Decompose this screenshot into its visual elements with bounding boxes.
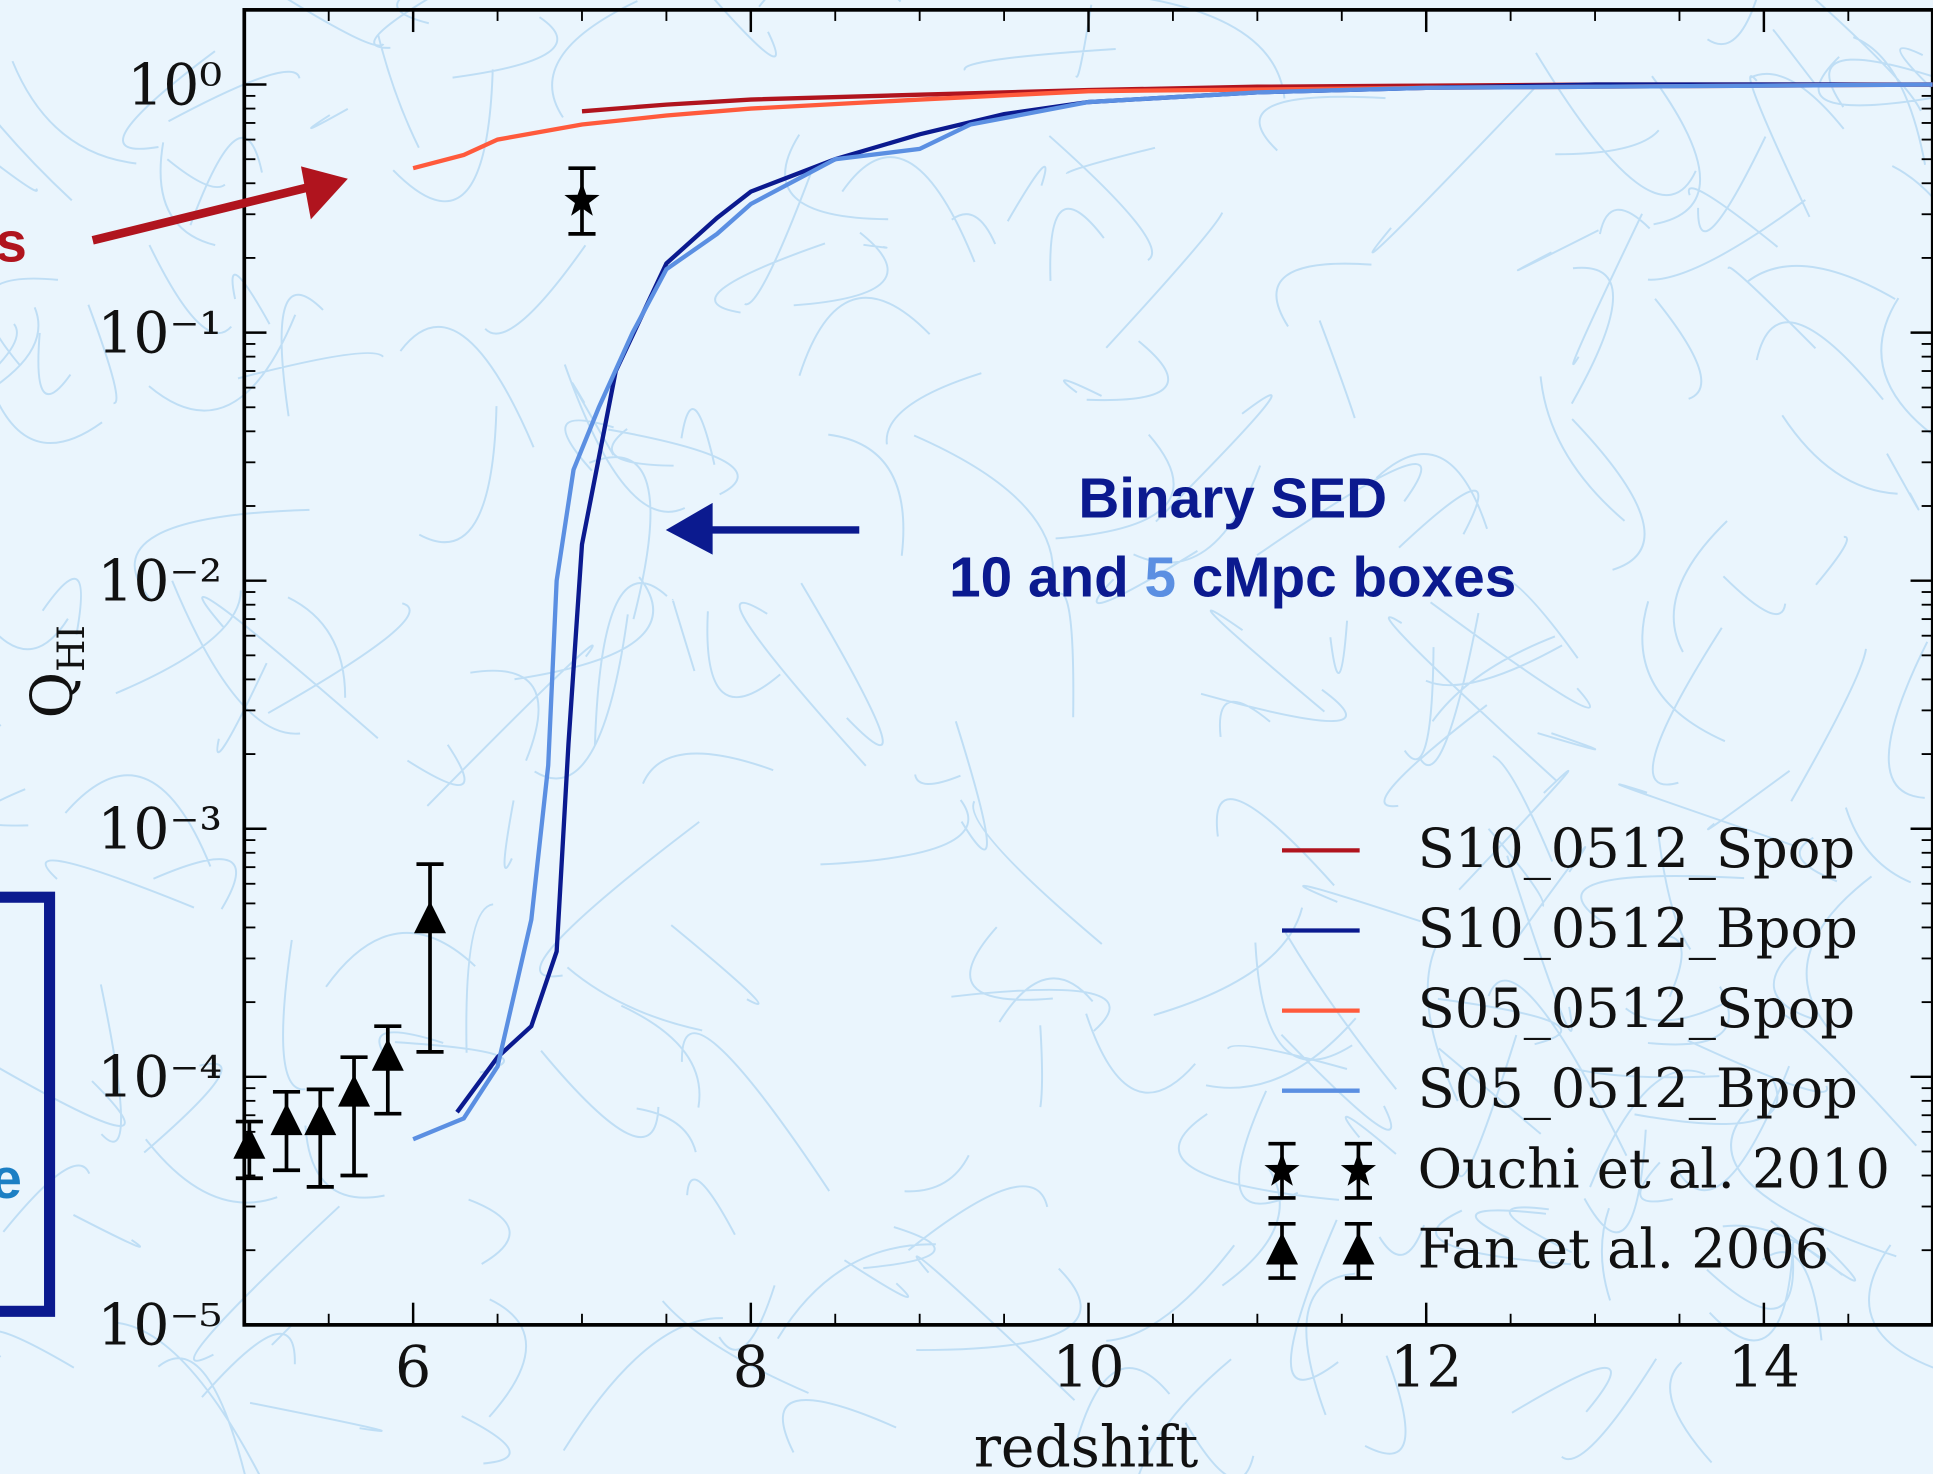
error-bar (416, 862, 444, 1054)
y-axis-label: QHI (20, 625, 93, 718)
legend-label: S10_0512_Spop (1418, 817, 1856, 880)
legend: S10_0512_Spop S10_0512_Bpop S05_0512_Spop S… (1264, 817, 1890, 1280)
series-line (412, 82, 1933, 171)
y-tick-label: 10⁻³ (97, 796, 222, 862)
triangle-marker (233, 1126, 266, 1159)
legend-label: Fan et al. 2006 (1418, 1217, 1830, 1280)
triangle-marker (1265, 1232, 1299, 1265)
arrow-shaft (91, 183, 310, 245)
triangle-marker (338, 1074, 371, 1107)
legend-label: S10_0512_Bpop (1418, 897, 1858, 960)
legend-label: S05_0512_Spop (1418, 977, 1856, 1040)
star-marker (1264, 1152, 1300, 1186)
y-axis-label-main: Q (20, 672, 86, 718)
triangle-marker (371, 1038, 404, 1071)
annotation-part: 10 and (949, 547, 1144, 610)
x-tick-label: 6 (395, 1334, 431, 1400)
star-marker (564, 182, 600, 216)
y-tick-label: 10⁻² (97, 548, 222, 614)
red-arrow (91, 166, 348, 245)
annotation-part: cMpc boxes (1176, 547, 1516, 610)
x-tick-label: 10 (1052, 1334, 1124, 1400)
y-tick-label: 10⁻¹ (97, 300, 222, 366)
x-tick-label: 12 (1390, 1334, 1462, 1400)
triangle-marker (413, 901, 447, 934)
y-tick-label: 10⁰ (127, 52, 222, 118)
star-marker (1340, 1152, 1376, 1186)
arrow-head (665, 502, 713, 555)
x-axis-label: redshift (974, 1415, 1199, 1474)
clipped-annotation: e (0, 1148, 22, 1211)
y-tick-label: 10⁻⁵ (97, 1293, 222, 1359)
legend-label: Ouchi et al. 2010 (1418, 1137, 1890, 1200)
triangle-marker (270, 1103, 303, 1136)
annotation: Binary SED (1078, 468, 1387, 531)
annotation-part: 5 (1144, 547, 1176, 610)
annotation: 10 and 5 cMpc boxes (949, 547, 1516, 610)
triangle-marker (1342, 1232, 1375, 1265)
series-line (412, 82, 1933, 1142)
y-axis-label-sub: HI (50, 625, 93, 672)
plot-area: 6 8 10 12 14 10⁰ 10⁻¹ 10⁻² 10⁻³ 10⁻⁴ 10⁻⁵ redshift Q… (20, 8, 1933, 1474)
triangle-marker (304, 1103, 337, 1136)
x-tick-label: 8 (733, 1334, 769, 1400)
arrow-head (300, 166, 348, 220)
navy-arrow (665, 502, 860, 555)
x-tick-label: 14 (1728, 1334, 1800, 1400)
navy-box (0, 891, 56, 1317)
legend-label: S05_0512_Bpop (1418, 1057, 1858, 1120)
y-tick-label: 10⁻⁴ (97, 1045, 222, 1111)
clipped-annotation: s (0, 211, 27, 274)
